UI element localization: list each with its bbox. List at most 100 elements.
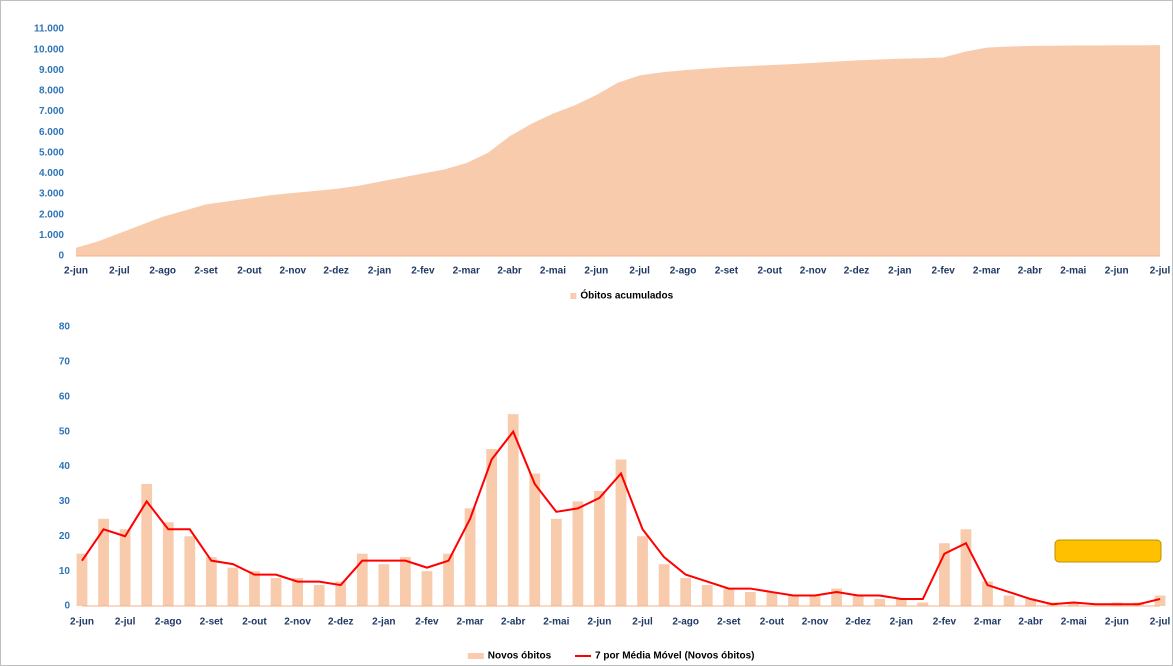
x-tick-label: 2-abr [501, 617, 526, 628]
y-tick-label: 4.000 [39, 168, 64, 179]
x-tick-label: 2-dez [844, 266, 870, 277]
y-tick-label: 20 [59, 531, 71, 542]
bar [680, 578, 692, 606]
x-tick-label: 2-out [758, 266, 783, 277]
bar [852, 595, 864, 606]
x-tick-label: 2-set [194, 266, 218, 277]
bar [162, 522, 174, 606]
bar [421, 571, 433, 606]
x-tick-label: 2-ago [672, 617, 699, 628]
legend-swatch [570, 293, 577, 299]
bar [292, 578, 303, 606]
x-tick-label: 2-jun [587, 617, 611, 628]
bar [701, 585, 713, 606]
bar [400, 557, 411, 606]
x-tick-label: 2-fev [415, 617, 439, 628]
x-tick-label: 2-dez [328, 617, 354, 628]
y-tick-label: 11.000 [34, 24, 64, 35]
x-tick-label: 2-jan [368, 266, 391, 277]
bar [744, 592, 756, 606]
x-tick-label: 2-jul [632, 617, 653, 628]
x-tick-label: 2-set [200, 617, 224, 628]
bar [249, 571, 260, 606]
line [81, 429, 1161, 606]
bar [141, 483, 153, 606]
legend-label: 7 por Média Móvel (Novos óbitos) [595, 651, 754, 662]
bar [1154, 595, 1166, 606]
bar [227, 567, 239, 606]
y-tick-label: 50 [59, 426, 71, 437]
bar [723, 588, 735, 606]
x-tick-label: 2-jan [890, 617, 913, 628]
bar [874, 599, 886, 606]
x-tick-label: 2-mar [453, 266, 480, 277]
bar [507, 414, 519, 606]
legend-label: Óbitos acumulados [580, 289, 673, 302]
bar [98, 518, 109, 606]
bar [335, 581, 347, 606]
bar [939, 543, 950, 606]
y-tick-label: 40 [59, 461, 71, 472]
x-tick-label: 2-set [715, 266, 739, 277]
x-tick-label: 2-fev [932, 266, 956, 277]
x-tick-label: 2-jul [109, 266, 130, 277]
bar [637, 536, 648, 606]
y-tick-label: 3.000 [39, 189, 64, 200]
x-tick-label: 2-abr [497, 266, 522, 277]
x-tick-label: 2-mai [1061, 617, 1087, 628]
bar [788, 595, 799, 606]
bar [960, 529, 972, 606]
x-tick-label: 2-set [717, 617, 741, 628]
bar [1068, 602, 1080, 606]
bar [572, 501, 584, 606]
legend-swatch [467, 653, 484, 659]
x-tick-label: 2-jul [115, 617, 136, 628]
bar [831, 588, 842, 606]
bar [615, 459, 627, 606]
y-tick-label: 10 [59, 566, 71, 577]
bar [378, 564, 390, 606]
x-tick-label: 2-mar [456, 617, 483, 628]
bar [529, 473, 541, 606]
bar [895, 599, 907, 606]
yellow-box [1054, 539, 1162, 563]
bar [809, 595, 821, 606]
bar [594, 490, 605, 606]
legend-label: Novos óbitos [488, 651, 552, 662]
bar [917, 602, 929, 606]
bar [464, 508, 476, 606]
bar [443, 553, 454, 606]
bar [313, 585, 325, 606]
x-tick-label: 2-jul [629, 266, 650, 277]
y-tick-label: 5.000 [39, 147, 64, 158]
x-tick-label: 2-jun [1105, 617, 1129, 628]
y-tick-label: 80 [59, 322, 71, 333]
bar [270, 578, 282, 606]
x-tick-label: 2-jan [372, 617, 395, 628]
x-tick-label: 2-jun [64, 266, 88, 277]
bar [658, 564, 670, 606]
x-tick-label: 2-dez [323, 266, 349, 277]
y-tick-label: 10.000 [33, 44, 64, 55]
bar [1025, 599, 1037, 606]
x-tick-label: 2-out [242, 617, 267, 628]
bar [184, 536, 196, 606]
bar [119, 529, 131, 606]
y-tick-label: 7.000 [39, 106, 64, 117]
y-tick-label: 60 [59, 391, 71, 402]
y-tick-label: 2.000 [39, 209, 64, 220]
x-tick-label: 2-abr [1018, 266, 1043, 277]
y-tick-label: 70 [59, 357, 71, 368]
x-tick-label: 2-mar [974, 617, 1001, 628]
x-tick-label: 2-abr [1018, 617, 1043, 628]
x-tick-label: 2-jun [1105, 266, 1129, 277]
area [76, 45, 1160, 257]
x-tick-label: 2-jul [1150, 617, 1171, 628]
y-tick-label: 8.000 [39, 86, 64, 97]
x-tick-label: 2-mar [973, 266, 1000, 277]
bar [486, 449, 498, 606]
x-tick-label: 2-dez [845, 617, 871, 628]
y-tick-label: 9.000 [39, 65, 64, 76]
